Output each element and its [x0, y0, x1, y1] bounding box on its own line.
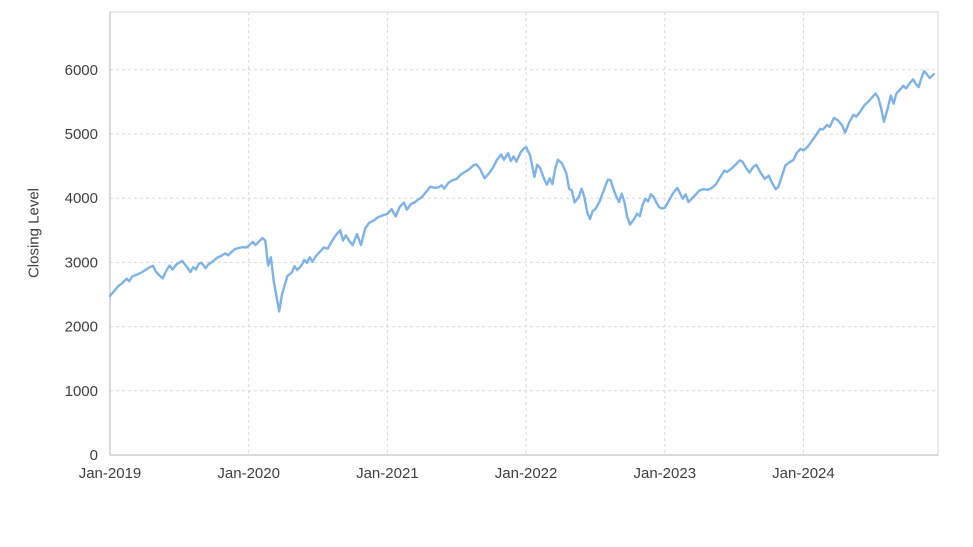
x-tick-label: Jan-2023: [633, 465, 696, 482]
x-tick-label: Jan-2022: [495, 465, 558, 482]
y-tick-label: 4000: [65, 190, 98, 207]
x-tick-label: Jan-2019: [79, 465, 142, 482]
y-tick-label: 6000: [65, 62, 98, 79]
series-line: [108, 69, 935, 313]
x-tick-label: Jan-2024: [772, 465, 835, 482]
x-tick-label: Jan-2021: [356, 465, 419, 482]
x-tick-label: Jan-2020: [217, 465, 280, 482]
y-tick-label: 2000: [65, 319, 98, 336]
y-tick-label: 0: [90, 447, 98, 464]
y-tick-label: 1000: [65, 383, 98, 400]
y-axis-title: Closing Level: [25, 187, 43, 279]
y-tick-label: 3000: [65, 254, 98, 271]
y-tick-label: 5000: [65, 126, 98, 143]
plot-border: [109, 11, 939, 456]
